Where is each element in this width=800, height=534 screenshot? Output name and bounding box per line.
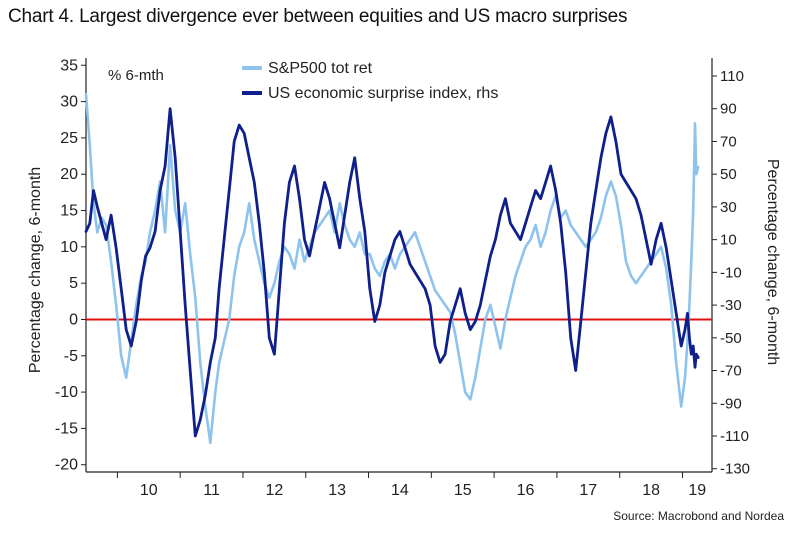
- left-tick-label: -10: [55, 384, 78, 401]
- x-tick-label: 12: [265, 482, 283, 499]
- chart-title: Chart 4. Largest divergence ever between…: [8, 6, 628, 27]
- axes-layer: 35302520151050-5-10-15-201109070503010-1…: [55, 57, 750, 499]
- x-tick-label: 14: [391, 482, 409, 499]
- legend-label: US economic surprise index, rhs: [268, 85, 498, 102]
- series-line-sp500: [84, 93, 700, 445]
- right-tick-label: 50: [720, 166, 737, 183]
- x-tick-label: 16: [517, 482, 535, 499]
- right-tick-label: -10: [720, 264, 742, 281]
- x-tick-label: 13: [328, 482, 346, 499]
- right-tick-label: 10: [720, 232, 737, 249]
- left-tick-label: 30: [60, 94, 78, 111]
- left-tick-label: 5: [69, 275, 78, 292]
- x-tick-label: 17: [579, 482, 597, 499]
- x-tick-label: 18: [642, 482, 660, 499]
- right-tick-label: 30: [720, 199, 737, 216]
- left-tick-label: 20: [60, 166, 78, 183]
- right-tick-label: -90: [720, 395, 742, 412]
- x-tick-label: 11: [203, 482, 220, 499]
- right-tick-label: -130: [720, 461, 750, 478]
- series-line-surprise-index: [84, 107, 700, 438]
- left-tick-label: 0: [69, 311, 78, 328]
- right-tick-label: -50: [720, 330, 742, 347]
- unit-note: % 6-mth: [108, 67, 164, 84]
- series-layer: [84, 93, 700, 445]
- y-axis-label-left: Percentage change, 6-month: [27, 167, 44, 373]
- left-tick-label: -15: [55, 420, 78, 437]
- legend-label: S&P500 tot ret: [268, 60, 373, 77]
- y-axis-label-right: Percentage change, 6-month: [764, 159, 781, 365]
- x-tick-label: 19: [688, 482, 706, 499]
- source-note: Source: Macrobond and Nordea: [613, 509, 784, 523]
- left-tick-label: -5: [64, 348, 78, 365]
- plot-frame: [85, 58, 713, 473]
- x-tick-label: 15: [454, 482, 472, 499]
- legend: S&P500 tot ret US economic surprise index…: [242, 60, 498, 102]
- left-tick-label: 10: [60, 239, 78, 256]
- right-tick-label: 110: [720, 68, 744, 85]
- right-tick-label: 70: [720, 133, 737, 150]
- right-tick-label: -30: [720, 297, 742, 314]
- right-tick-label: -110: [720, 428, 749, 445]
- x-tick-label: 10: [140, 482, 158, 499]
- left-tick-label: 25: [60, 130, 78, 147]
- right-tick-label: -70: [720, 363, 742, 380]
- left-tick-label: 35: [60, 57, 78, 74]
- right-tick-label: 90: [720, 101, 737, 118]
- left-tick-label: 15: [60, 203, 78, 220]
- left-tick-label: -20: [55, 457, 78, 474]
